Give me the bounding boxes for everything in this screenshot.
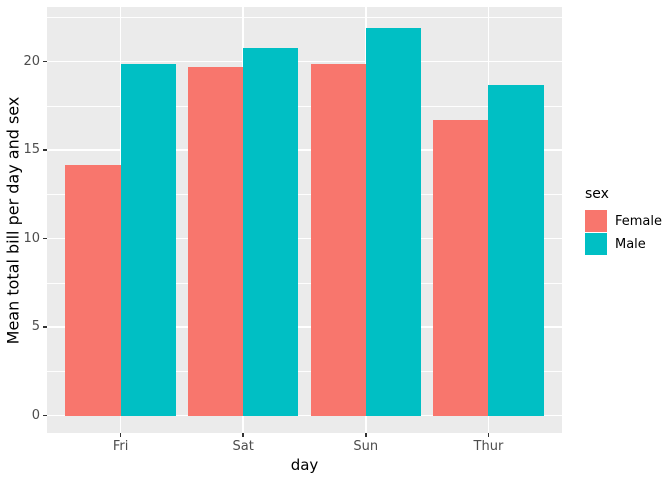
major-gridline [47, 149, 562, 151]
y-tick-label: 15 [23, 142, 40, 158]
legend-items: Female Male [585, 210, 662, 255]
bar-fri-female [65, 165, 121, 416]
minor-gridline [47, 194, 562, 196]
major-gridline [47, 326, 562, 328]
x-tick-mark [487, 433, 490, 437]
y-axis-title: Mean total bill per day and sex [2, 7, 24, 433]
y-tick-label: 5 [31, 319, 40, 335]
plot-panel [47, 7, 562, 433]
bar-sat-female [188, 67, 244, 416]
x-tick-mark [119, 433, 122, 437]
minor-gridline [47, 105, 562, 107]
x-tick-mark [365, 433, 367, 437]
x-tick-mark [242, 433, 244, 437]
minor-gridline [47, 17, 562, 19]
y-tick-label: 20 [23, 53, 40, 69]
legend-swatch-female [585, 210, 607, 232]
bar-sun-female [310, 64, 366, 416]
bar-thur-female [433, 119, 489, 416]
x-tick-label: Sat [232, 439, 254, 454]
bar-sun-male [365, 28, 421, 416]
x-axis-title: day [290, 456, 319, 474]
legend-label: Female [615, 213, 663, 229]
minor-gridline [47, 371, 562, 373]
major-gridline [47, 237, 562, 240]
bar-sat-male [243, 47, 299, 416]
y-tick-mark [43, 60, 47, 63]
x-tick-label: Thur [473, 439, 504, 454]
legend-label: Male [615, 236, 646, 252]
legend-item-female: Female [585, 210, 662, 232]
y-tick-mark [43, 237, 47, 240]
y-tick-mark [43, 326, 47, 328]
bar-thur-male [488, 84, 544, 416]
y-tick-label: 10 [23, 230, 40, 246]
bar-fri-male [120, 64, 176, 416]
major-gridline [47, 60, 562, 63]
y-tick-mark [43, 414, 47, 417]
y-tick-mark [43, 149, 47, 151]
legend-item-male: Male [585, 233, 662, 255]
x-tick-label: Sun [353, 439, 379, 454]
x-tick-label: Fri [112, 439, 129, 454]
legend: sex Female Male [585, 186, 662, 256]
legend-swatch-male [585, 233, 607, 255]
y-tick-label: 0 [31, 407, 40, 423]
legend-title: sex [585, 186, 609, 202]
minor-gridline [47, 282, 562, 284]
major-gridline [47, 414, 562, 417]
y-axis-title-text: Mean total bill per day and sex [3, 96, 23, 344]
